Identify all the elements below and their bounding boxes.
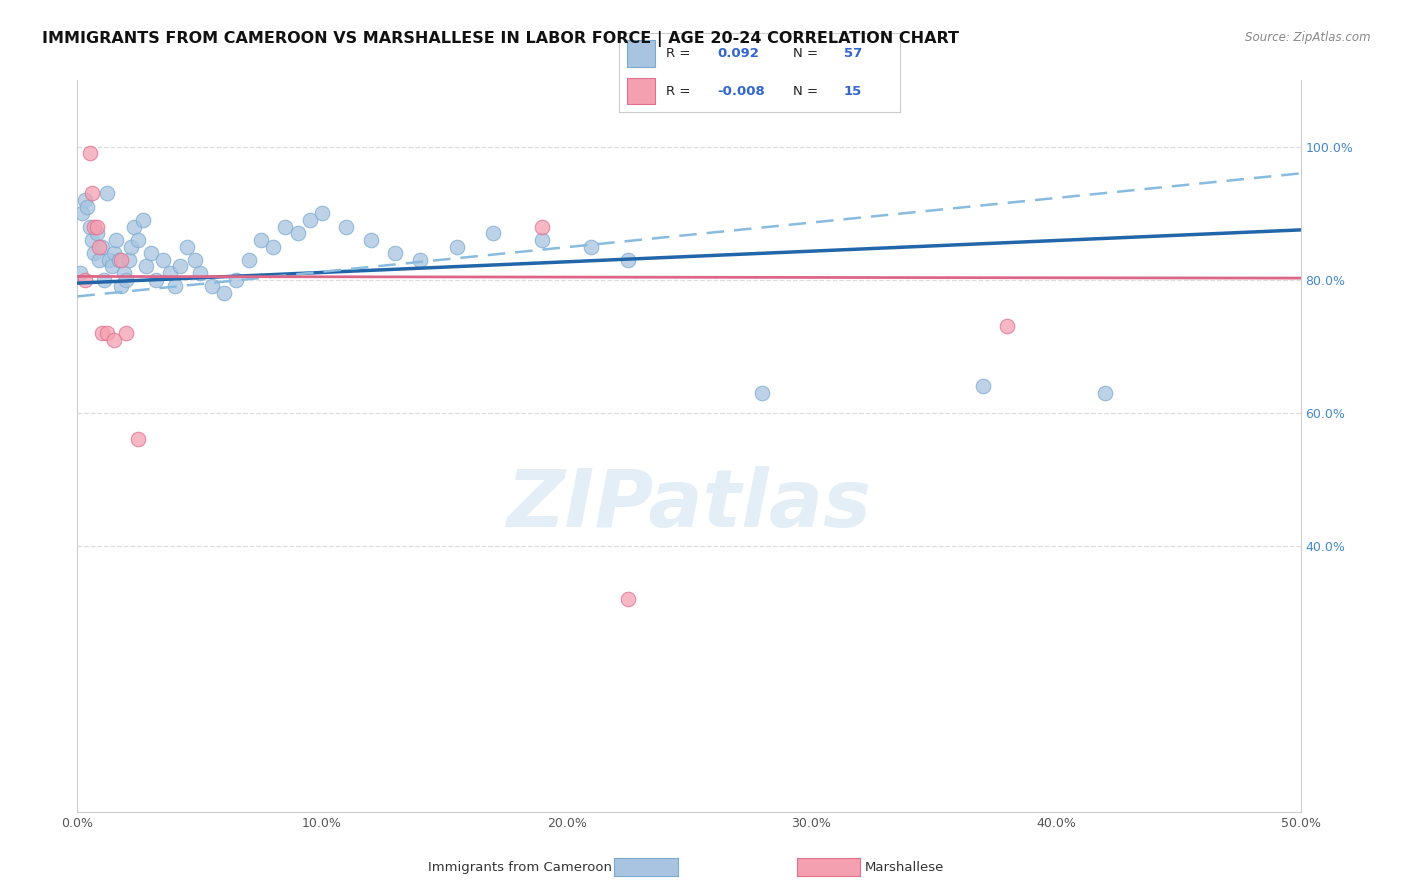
- Point: [212, 286, 235, 301]
- Point: [238, 252, 260, 267]
- Point: [93, 273, 115, 287]
- Point: [103, 246, 125, 260]
- Point: [83, 246, 105, 260]
- Point: [159, 266, 181, 280]
- Point: [80, 233, 103, 247]
- Point: [188, 266, 211, 280]
- Point: [118, 252, 141, 267]
- Point: [482, 226, 505, 240]
- Point: [176, 239, 198, 253]
- Text: Marshallese: Marshallese: [865, 861, 943, 873]
- Point: [184, 252, 207, 267]
- Point: [165, 279, 187, 293]
- Point: [122, 219, 145, 234]
- Point: [135, 260, 157, 274]
- Point: [89, 252, 111, 267]
- Text: ZIPatlas: ZIPatlas: [506, 466, 872, 543]
- Point: [127, 233, 149, 247]
- Text: -0.008: -0.008: [717, 85, 765, 97]
- Point: [79, 219, 101, 234]
- Point: [335, 219, 357, 234]
- Point: [86, 226, 108, 240]
- Point: [69, 266, 91, 280]
- Point: [579, 239, 602, 253]
- Point: [86, 219, 108, 234]
- Point: [90, 326, 112, 340]
- Text: R =: R =: [666, 47, 690, 60]
- Text: 15: 15: [844, 85, 862, 97]
- Point: [139, 246, 162, 260]
- Point: [103, 333, 125, 347]
- Point: [287, 226, 309, 240]
- Point: [115, 326, 138, 340]
- Point: [112, 266, 135, 280]
- Point: [409, 252, 432, 267]
- Text: 57: 57: [844, 47, 862, 60]
- Point: [225, 273, 247, 287]
- Point: [145, 273, 167, 287]
- Text: IMMIGRANTS FROM CAMEROON VS MARSHALLESE IN LABOR FORCE | AGE 20-24 CORRELATION C: IMMIGRANTS FROM CAMEROON VS MARSHALLESE …: [42, 31, 959, 47]
- Text: N =: N =: [793, 85, 818, 97]
- Point: [105, 233, 128, 247]
- Point: [89, 239, 111, 253]
- Point: [96, 326, 118, 340]
- Point: [617, 591, 640, 606]
- Point: [115, 273, 138, 287]
- Point: [201, 279, 224, 293]
- Point: [995, 319, 1018, 334]
- Point: [169, 260, 191, 274]
- Point: [110, 252, 132, 267]
- Point: [80, 186, 103, 201]
- Point: [531, 219, 554, 234]
- Point: [311, 206, 333, 220]
- FancyBboxPatch shape: [627, 40, 655, 67]
- Point: [127, 433, 149, 447]
- Point: [100, 260, 122, 274]
- Text: N =: N =: [793, 47, 818, 60]
- Text: R =: R =: [666, 85, 690, 97]
- Point: [90, 239, 112, 253]
- Text: 0.092: 0.092: [717, 47, 759, 60]
- Point: [120, 239, 142, 253]
- Point: [73, 193, 96, 207]
- Point: [1094, 385, 1116, 400]
- Point: [79, 146, 101, 161]
- Point: [972, 379, 994, 393]
- Point: [76, 200, 98, 214]
- Point: [250, 233, 273, 247]
- Point: [751, 385, 773, 400]
- Point: [108, 252, 131, 267]
- Point: [446, 239, 468, 253]
- Point: [70, 206, 93, 220]
- Point: [98, 252, 121, 267]
- Point: [360, 233, 382, 247]
- Point: [298, 213, 321, 227]
- Point: [617, 252, 640, 267]
- Point: [73, 273, 96, 287]
- Point: [262, 239, 284, 253]
- Point: [96, 186, 118, 201]
- Text: Immigrants from Cameroon: Immigrants from Cameroon: [427, 861, 612, 873]
- Point: [152, 252, 174, 267]
- Point: [83, 219, 105, 234]
- FancyBboxPatch shape: [627, 78, 655, 104]
- Point: [531, 233, 554, 247]
- Point: [110, 279, 132, 293]
- Point: [132, 213, 155, 227]
- Point: [274, 219, 297, 234]
- Text: Source: ZipAtlas.com: Source: ZipAtlas.com: [1246, 31, 1371, 45]
- Point: [384, 246, 406, 260]
